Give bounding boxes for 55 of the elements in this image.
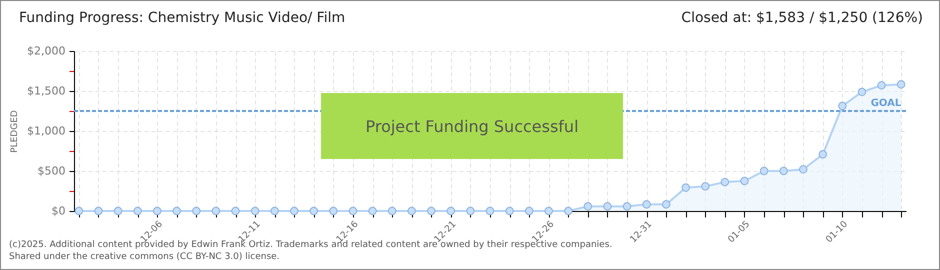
point <box>270 206 279 216</box>
point <box>662 200 670 209</box>
point <box>427 206 436 216</box>
point <box>642 200 651 209</box>
point <box>348 206 358 216</box>
point <box>250 206 260 216</box>
point <box>838 102 847 110</box>
text: (c)2025. Additional content provided by Edwin Frank Ortiz. Trademarks and related content are owned by their respective companies. <box>9 240 612 250</box>
point <box>74 206 84 216</box>
point <box>603 202 612 211</box>
point <box>505 206 514 216</box>
point <box>152 206 162 216</box>
point <box>172 206 181 216</box>
y-tick-label: $0 <box>52 204 66 218</box>
point <box>682 183 690 192</box>
banner: Project Funding Successful <box>321 93 623 159</box>
point <box>94 206 103 216</box>
point <box>584 202 592 211</box>
point <box>740 176 749 186</box>
chart-title: Funding Progress: Chemistry Music Video/ Film <box>19 10 346 26</box>
point <box>466 206 475 216</box>
point <box>760 166 768 176</box>
point <box>310 206 318 216</box>
y-tick-label: $1,000 <box>27 124 66 138</box>
point <box>877 81 886 90</box>
point <box>388 206 396 216</box>
point <box>622 202 632 211</box>
point <box>720 178 730 186</box>
y-tick-label: $500 <box>38 164 66 178</box>
point <box>858 88 866 96</box>
point <box>486 206 494 216</box>
point <box>896 80 906 89</box>
point <box>524 206 534 216</box>
chart-subtitle: Closed at: $1,583 / $1,250 (126%) <box>681 10 923 26</box>
point <box>779 166 788 176</box>
y-axis-title: PLEDGED <box>10 110 20 153</box>
ref-line-label: GOAL <box>870 98 902 109</box>
y-tick-label: $1,500 <box>27 84 66 98</box>
point <box>818 150 828 159</box>
point <box>212 206 220 216</box>
point <box>446 206 456 216</box>
point <box>231 206 240 216</box>
point <box>290 206 298 216</box>
point <box>368 206 377 216</box>
point <box>544 206 553 216</box>
point <box>329 206 338 216</box>
point <box>192 206 201 216</box>
point <box>133 206 142 216</box>
point <box>407 206 416 216</box>
text: Shared under the creative commons (CC BY-NC 3.0) license. <box>9 252 280 262</box>
y-tick-label: $2,000 <box>27 44 66 58</box>
point <box>799 165 808 174</box>
point <box>564 206 573 216</box>
point <box>701 182 710 191</box>
point <box>114 206 122 216</box>
